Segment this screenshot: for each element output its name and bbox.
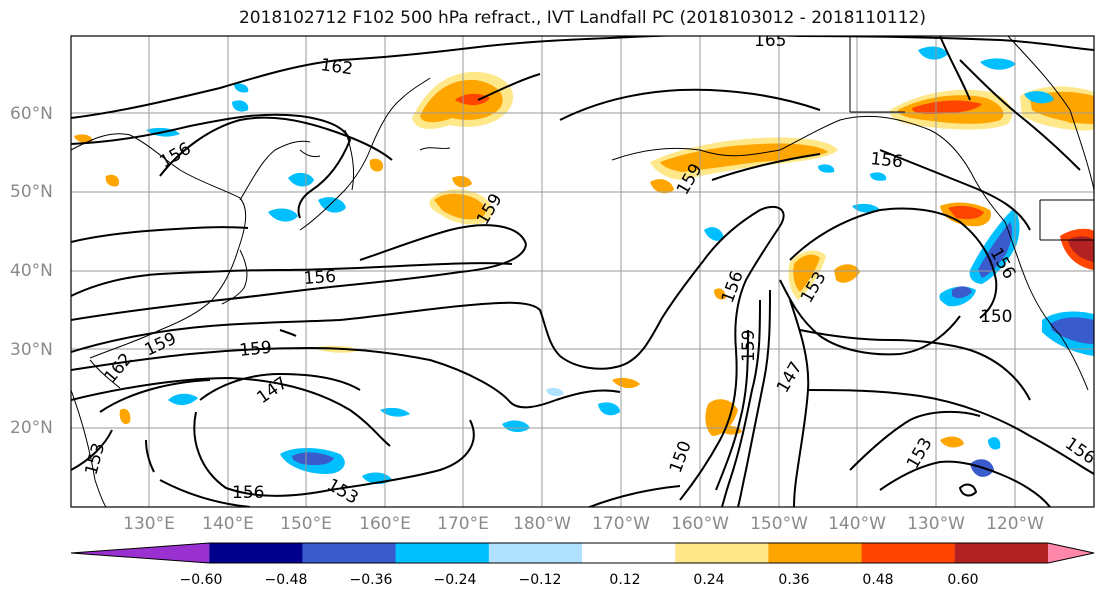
contour-label: 147 [773, 358, 807, 396]
lon-label-180w: 180°W [513, 514, 571, 534]
lon-label-130w: 130°W [907, 514, 965, 534]
colorbar-segment [302, 543, 397, 563]
colorbar-segment [768, 543, 863, 563]
lon-label-150e: 150°E [280, 514, 332, 534]
map-title: 2018102712 F102 500 hPa refract., IVT La… [238, 8, 926, 28]
contour-label: 153 [324, 475, 362, 509]
colorbar-segment [395, 543, 490, 563]
contour-label: 159 [238, 338, 272, 361]
colorbar-tick-label: −0.36 [349, 572, 393, 588]
map-frame [70, 35, 1095, 508]
lat-label-50n: 50°N [10, 182, 53, 202]
colorbar-tick-label: 0.12 [609, 572, 641, 588]
lon-label-150w: 150°W [750, 514, 808, 534]
lon-label-170e: 170°E [437, 514, 489, 534]
contour-label: 159 [739, 330, 759, 362]
contour-label: 165 [754, 31, 786, 51]
colorbar-segment [954, 543, 1049, 563]
contour-label: 156 [718, 268, 748, 305]
refractivity-contours [71, 36, 1094, 507]
colorbar-tick-label: 0.48 [862, 572, 894, 588]
colorbar [70, 542, 1095, 564]
lat-label-30n: 30°N [10, 340, 53, 360]
contour-label: 153 [82, 441, 110, 478]
colorbar-segment [861, 543, 956, 563]
anomaly-shading [74, 46, 1094, 485]
colorbar-outline [70, 542, 1095, 564]
colorbar-tick-label: 0.24 [693, 572, 725, 588]
colorbar-tick-label: −0.48 [264, 572, 308, 588]
contour-label: 156 [232, 483, 264, 503]
contour-label: 153 [903, 434, 937, 472]
colorbar-segment [209, 543, 303, 563]
lon-label-140w: 140°W [828, 514, 886, 534]
lat-label-60n: 60°N [10, 104, 53, 124]
colorbar-tick-label: 0.36 [778, 572, 810, 588]
contour-label: 150 [666, 438, 696, 475]
colorbar-tick-label: −0.24 [433, 572, 477, 588]
map-plot-area: 165 162 156 156 159 159 156 156 153 156 … [71, 31, 1094, 509]
contour-label: 156 [869, 149, 903, 172]
lat-label-40n: 40°N [10, 261, 53, 281]
lon-label-170w: 170°W [592, 514, 650, 534]
lon-label-130e: 130°E [123, 514, 175, 534]
lat-label-20n: 20°N [10, 418, 53, 438]
colorbar-extend-low [71, 543, 210, 563]
lon-label-160e: 160°E [359, 514, 411, 534]
contour-label: 150 [980, 307, 1012, 327]
contour-label: 162 [101, 349, 137, 387]
colorbar-tick-label: −0.12 [518, 572, 562, 588]
contour-label: 156 [303, 267, 337, 289]
colorbar-tick-label: 0.60 [947, 572, 979, 588]
lon-label-140e: 140°E [202, 514, 254, 534]
contour-label: 147 [253, 373, 291, 408]
colorbar-tick-label: −0.60 [179, 572, 223, 588]
lon-label-120w: 120°W [986, 514, 1044, 534]
lon-label-160w: 160°W [671, 514, 729, 534]
colorbar-segment [582, 543, 676, 563]
colorbar-segment [675, 543, 769, 563]
contour-label: 162 [319, 55, 354, 79]
colorbar-extend-high [1048, 543, 1094, 563]
colorbar-segment [488, 543, 583, 563]
